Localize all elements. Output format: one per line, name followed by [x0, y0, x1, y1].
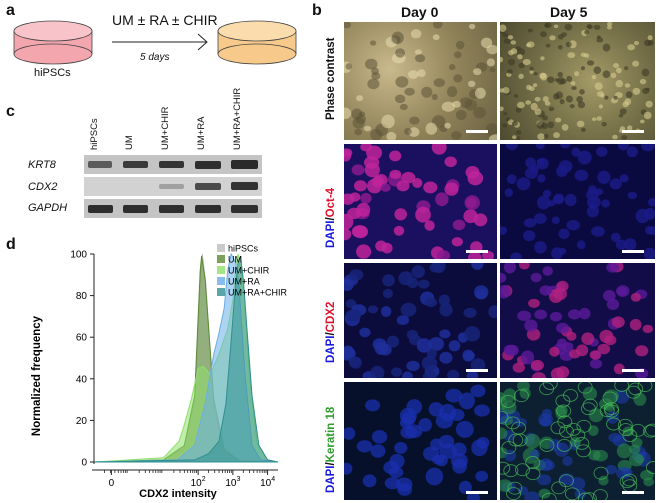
gene-label: GAPDH: [28, 202, 68, 214]
y-tick-label: 40: [76, 374, 88, 385]
micrograph-oct4-day5: [500, 144, 655, 259]
panel-a-label: a: [6, 2, 15, 19]
arrow-right-icon: [112, 33, 208, 51]
lane-label: UM: [124, 135, 135, 150]
y-tick-label: 20: [76, 416, 88, 427]
series-area-4: [93, 255, 279, 463]
x-tick-exponent: 2: [202, 476, 206, 483]
row-label-cdx2: DAPI/CDX2: [325, 302, 337, 363]
scale-bar: [622, 369, 644, 372]
row-label-oct4: DAPI/Oct-4: [325, 188, 337, 248]
legend-label: UM+RA+CHIR: [228, 288, 288, 298]
row-label-part: CDX2: [325, 301, 337, 333]
row-label-part: /: [325, 217, 337, 221]
dish-before-icon: [13, 20, 93, 65]
legend-swatch: [217, 255, 225, 263]
row-label-part: /: [325, 462, 337, 466]
legend-label: UM+RA: [228, 277, 260, 287]
row-label-keratin18: DAPI/Keratin 18: [325, 407, 337, 493]
micrograph-oct4-day0: [344, 144, 497, 259]
micrograph-cdx2-day5: [500, 263, 655, 378]
legend-label: UM: [228, 255, 242, 265]
treatment-label: UM ± RA ± CHIR: [112, 12, 218, 28]
micrograph-krt18-day5: [500, 382, 655, 500]
y-axis-title: Normalized frequency: [31, 315, 43, 436]
scale-bar: [466, 491, 488, 494]
row-label-part: Keratin 18: [325, 406, 337, 463]
scale-bar: [622, 491, 644, 494]
column-header-day5: Day 5: [550, 4, 588, 20]
scale-bar: [466, 369, 488, 372]
scale-bar: [466, 130, 488, 133]
legend-swatch: [217, 266, 225, 274]
lane-label: hiPSCs: [89, 118, 100, 150]
column-header-day0: Day 0: [401, 4, 439, 20]
scale-bar: [622, 250, 644, 253]
micrograph-phase-day5: [500, 22, 655, 140]
x-tick-base: 10: [191, 478, 203, 489]
x-tick-label: 103: [225, 476, 240, 489]
panel-c-label: c: [6, 103, 15, 120]
row-label-part: DAPI: [325, 220, 337, 248]
x-tick-exponent: 4: [271, 476, 275, 483]
legend-swatch: [217, 277, 225, 285]
x-tick-base: 0: [109, 478, 115, 489]
panel-b-label: b: [312, 2, 322, 19]
cell-culture-schematic: [13, 20, 297, 65]
dish-label: hiPSCs: [34, 67, 71, 79]
x-tick-base: 10: [260, 478, 272, 489]
row-label-part: /: [325, 332, 337, 336]
histogram-series-group: [93, 252, 279, 463]
legend-swatch: [217, 288, 225, 296]
lane-label: UM+CHIR: [160, 106, 171, 150]
x-tick-base: 10: [225, 478, 237, 489]
scale-bar: [622, 130, 644, 133]
y-tick-label: 80: [76, 291, 88, 302]
y-tick-label: 100: [70, 250, 87, 261]
x-axis-title: CDX2 intensity: [139, 488, 218, 500]
gene-label: KRT8: [28, 159, 56, 171]
row-label-part: Phase contrast: [325, 37, 337, 120]
row-label-part: DAPI: [325, 335, 337, 363]
legend-label: hiPSCs: [228, 244, 259, 254]
dish-after-icon: [217, 20, 297, 65]
x-tick-label: 0: [109, 478, 115, 489]
y-tick-label: 60: [76, 333, 88, 344]
x-tick-label: 102: [191, 476, 206, 489]
legend-label: UM+CHIR: [228, 266, 270, 276]
gene-label: CDX2: [28, 181, 58, 193]
micrograph-cdx2-day0: [344, 263, 497, 378]
micrograph-krt18-day0: [344, 382, 497, 500]
scale-bar: [466, 250, 488, 253]
duration-label: 5 days: [140, 52, 170, 63]
panel-d-label: d: [6, 236, 16, 253]
row-label-part: Oct-4: [325, 187, 337, 218]
legend-swatch: [217, 244, 225, 252]
x-tick-exponent: 3: [236, 476, 240, 483]
western-blot-image: [84, 155, 262, 218]
lane-label: UM+RA: [196, 116, 207, 150]
micrograph-phase-day0: [344, 22, 497, 140]
row-label-part: DAPI: [325, 465, 337, 493]
lane-label: UM+RA+CHIR: [232, 87, 243, 150]
x-tick-label: 104: [260, 476, 275, 489]
row-label-phase-contrast: Phase contrast: [325, 38, 337, 120]
y-tick-label: 0: [81, 458, 87, 469]
